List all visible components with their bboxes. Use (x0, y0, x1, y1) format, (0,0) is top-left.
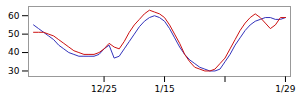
svg-text:1/29: 1/29 (275, 84, 295, 94)
svg-text:1/15: 1/15 (154, 84, 174, 94)
svg-text:12/25: 12/25 (91, 84, 117, 94)
svg-text:40: 40 (8, 47, 20, 57)
svg-text:30: 30 (8, 66, 20, 76)
svg-text:50: 50 (8, 29, 20, 39)
svg-text:60: 60 (8, 11, 20, 21)
